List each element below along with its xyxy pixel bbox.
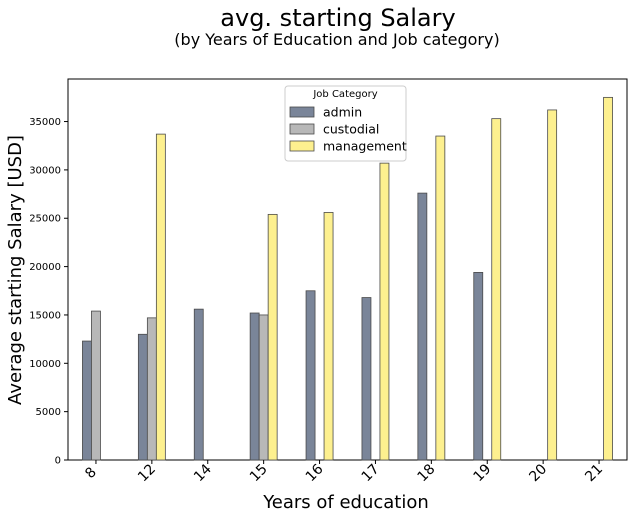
bar-admin-16 — [305, 290, 316, 461]
x-tick-label: 16 — [303, 461, 327, 485]
legend-swatch-custodial — [289, 123, 315, 135]
legend-swatch-admin — [289, 106, 315, 118]
legend-title: Job Category — [312, 89, 377, 100]
bar-management-15 — [267, 213, 278, 461]
chart-title: avg. starting Salary — [220, 4, 455, 32]
plot-area: 0 5000 10000 15000 20000 25000 30000 35000 8 12 14… — [29, 78, 628, 485]
bar-management-20 — [547, 109, 558, 461]
x-tick-label: 20 — [526, 461, 550, 485]
bar-management-18 — [435, 135, 446, 461]
bar-management-17 — [379, 162, 390, 461]
legend: Job Category admin custodial management — [284, 85, 407, 162]
y-tick-label: 35000 — [29, 117, 61, 128]
bar-admin-15 — [249, 312, 260, 461]
x-tick-label: 21 — [582, 461, 606, 485]
bar-admin-17 — [361, 297, 372, 461]
bar-custodial-8 — [91, 310, 101, 461]
bar-management-16 — [323, 212, 334, 461]
bar-custodial-12 — [146, 317, 157, 461]
bar-admin-14 — [193, 308, 204, 461]
legend-label-admin: admin — [323, 105, 362, 120]
x-tick-label: 17 — [359, 461, 383, 485]
y-axis-label: Average starting Salary [USD] — [5, 135, 26, 405]
y-tick-label: 20000 — [29, 262, 61, 273]
legend-swatch-management — [289, 140, 315, 152]
y-tick-label: 30000 — [29, 165, 61, 176]
x-tick-label: 14 — [191, 461, 215, 485]
x-tick-label: 12 — [135, 461, 159, 485]
bar-admin-18 — [417, 192, 428, 461]
x-axis-label: Years of education — [262, 492, 429, 513]
bar-management-21 — [603, 96, 613, 461]
bar-admin-12 — [137, 333, 148, 461]
y-tick-label: 10000 — [29, 359, 61, 370]
y-tick-label: 0 — [55, 456, 61, 467]
legend-label-management: management — [323, 139, 407, 154]
bar-management-19 — [491, 118, 502, 461]
bar-admin-19 — [473, 272, 484, 461]
bar-admin-8 — [82, 340, 92, 461]
y-tick-label: 25000 — [29, 214, 61, 225]
x-tick-label: 19 — [470, 461, 494, 485]
y-tick-label: 15000 — [29, 310, 61, 321]
plot-frame — [67, 78, 628, 461]
x-tick-label: 8 — [82, 464, 100, 482]
y-tick-label: 5000 — [36, 407, 61, 418]
bar-custodial-15 — [258, 314, 269, 461]
x-tick-label: 15 — [247, 461, 271, 485]
legend-box — [284, 85, 407, 162]
legend-label-custodial: custodial — [323, 122, 379, 137]
bar-management-12 — [155, 133, 166, 461]
chart-subtitle: (by Years of Education and Job category) — [174, 30, 499, 49]
x-tick-label: 18 — [415, 461, 439, 485]
